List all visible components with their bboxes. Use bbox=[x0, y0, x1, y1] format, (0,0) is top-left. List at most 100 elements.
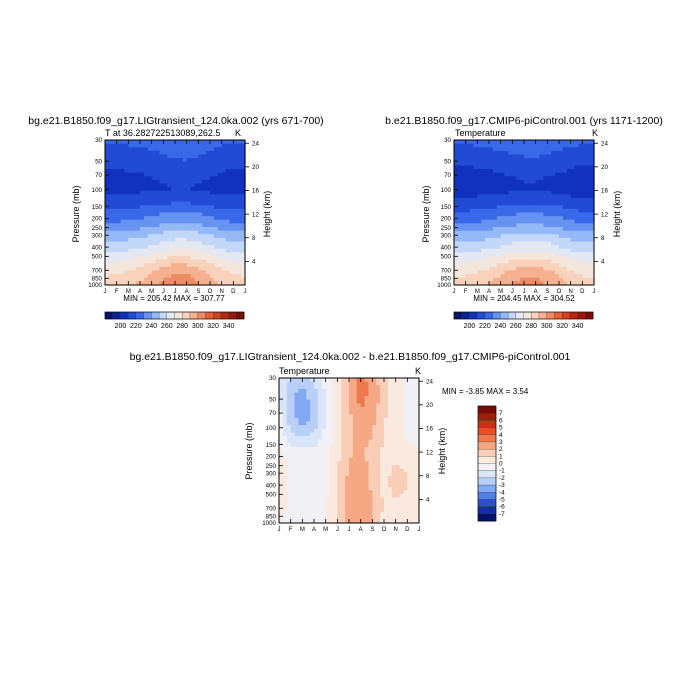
contour-cell bbox=[391, 396, 397, 401]
contour-cell bbox=[551, 176, 556, 181]
contour-cell bbox=[539, 205, 545, 210]
contour-cell bbox=[178, 183, 184, 188]
contour-cell bbox=[527, 248, 533, 253]
contour-cell bbox=[310, 512, 315, 517]
contour-cell bbox=[314, 446, 319, 452]
contour-cell bbox=[372, 515, 377, 520]
contour-cell bbox=[182, 277, 188, 282]
contour-cell bbox=[465, 212, 471, 217]
contour-cell bbox=[555, 266, 560, 272]
contour-cell bbox=[314, 497, 319, 502]
contour-cell bbox=[294, 454, 300, 459]
contour-cell bbox=[186, 270, 192, 275]
contour-cell bbox=[496, 172, 502, 177]
contour-cell bbox=[481, 158, 486, 163]
pressure-tick-label: 30 bbox=[444, 137, 451, 144]
month-tick-label: A bbox=[312, 527, 316, 533]
contour-cell bbox=[508, 252, 513, 257]
contour-cell bbox=[415, 483, 420, 488]
contour-cell bbox=[496, 237, 502, 243]
contour-cell bbox=[590, 237, 595, 243]
contour-cell bbox=[136, 219, 141, 224]
contour-cell bbox=[407, 378, 412, 383]
contour-cell bbox=[108, 259, 114, 264]
contour-cell bbox=[178, 190, 184, 195]
contour-cell bbox=[105, 183, 110, 188]
contour-cell bbox=[329, 425, 335, 430]
contour-cell bbox=[527, 154, 533, 159]
contour-cell bbox=[508, 140, 513, 145]
contour-cell bbox=[461, 201, 467, 206]
contour-cell bbox=[582, 169, 587, 174]
contour-cell bbox=[492, 172, 498, 177]
contour-cell bbox=[489, 147, 494, 152]
contour-cell bbox=[570, 201, 576, 206]
contour-cell bbox=[586, 147, 591, 152]
contour-cell bbox=[562, 190, 568, 195]
contour-cell bbox=[535, 277, 541, 282]
contour-cell bbox=[132, 248, 137, 253]
contour-cell bbox=[570, 274, 576, 279]
contour-cell bbox=[376, 432, 381, 437]
contour-cell bbox=[194, 143, 199, 148]
contour-cell bbox=[473, 281, 478, 286]
contour-cell bbox=[461, 161, 467, 166]
contour-cell bbox=[559, 219, 564, 224]
contour-cell bbox=[147, 176, 153, 181]
contour-cell bbox=[317, 515, 323, 520]
contour-cell bbox=[221, 245, 227, 250]
contour-cell bbox=[384, 399, 389, 404]
contour-cell bbox=[349, 497, 354, 502]
contour-cell bbox=[213, 274, 219, 279]
contour-cell bbox=[143, 270, 149, 275]
contour-cell bbox=[237, 176, 242, 181]
contour-cell bbox=[527, 187, 533, 192]
contour-cell bbox=[286, 417, 292, 423]
contour-cell bbox=[481, 208, 486, 214]
contour-cell bbox=[163, 241, 168, 246]
contour-cell bbox=[481, 266, 486, 272]
contour-cell bbox=[547, 179, 552, 185]
contour-cell bbox=[500, 208, 506, 214]
contour-cell bbox=[147, 259, 153, 264]
contour-cell bbox=[325, 381, 331, 386]
contour-cell bbox=[574, 140, 580, 145]
contour-cell bbox=[489, 237, 494, 243]
contour-cell bbox=[337, 465, 342, 470]
contour-cell bbox=[345, 392, 350, 397]
contour-cell bbox=[403, 497, 408, 502]
contour-cell bbox=[210, 194, 215, 199]
contour-cell bbox=[302, 486, 307, 491]
contour-cell bbox=[574, 179, 580, 185]
contour-cell bbox=[555, 230, 560, 235]
contour-cell bbox=[171, 270, 176, 275]
contour-cell bbox=[155, 198, 161, 203]
contour-cell bbox=[321, 414, 327, 419]
contour-cell bbox=[167, 179, 172, 185]
contour-cell bbox=[159, 277, 164, 282]
min-max-label: MIN = -3.85 MAX = 3.54 bbox=[442, 387, 529, 396]
contour-cell bbox=[159, 201, 164, 206]
height-tick-label: 8 bbox=[252, 235, 256, 242]
contour-cell bbox=[198, 183, 203, 188]
contour-cell bbox=[590, 198, 595, 203]
contour-cell bbox=[233, 256, 238, 261]
contour-cell bbox=[368, 381, 373, 386]
contour-cell bbox=[202, 259, 207, 264]
contour-cell bbox=[105, 147, 110, 152]
contour-cell bbox=[321, 410, 327, 415]
contour-cell bbox=[492, 194, 498, 199]
colorbar-box bbox=[577, 311, 586, 320]
contour-cell bbox=[128, 154, 133, 159]
contour-cell bbox=[380, 392, 385, 397]
contour-cell bbox=[282, 446, 288, 452]
contour-cell bbox=[163, 165, 168, 170]
contour-cell bbox=[225, 140, 231, 145]
contour-cell bbox=[155, 259, 161, 264]
contour-cell bbox=[492, 161, 498, 166]
contour-cell bbox=[590, 281, 595, 286]
contour-cell bbox=[496, 183, 502, 188]
contour-cell bbox=[136, 281, 141, 286]
contour-cell bbox=[535, 172, 541, 177]
contour-cell bbox=[531, 223, 537, 228]
